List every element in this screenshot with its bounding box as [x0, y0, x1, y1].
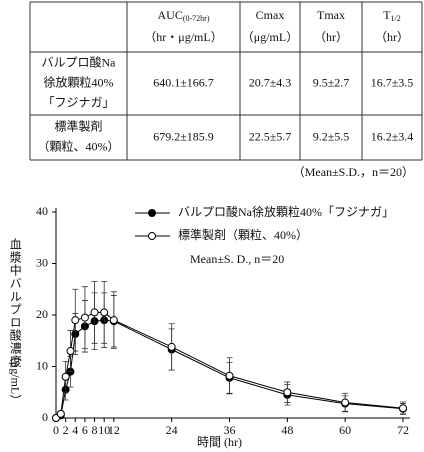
- header-unit: （hr）: [314, 30, 348, 44]
- x-tick-label: 36: [224, 423, 236, 437]
- data-point: [61, 372, 70, 381]
- data-point: [399, 404, 407, 413]
- annotation: Mean±S. D., n＝20: [190, 252, 284, 266]
- x-tick-label: 0: [53, 423, 59, 437]
- legend-marker: [148, 209, 156, 217]
- data-point: [167, 342, 176, 351]
- x-tick-label: 72: [397, 423, 409, 437]
- table-cell: 679.2±185.9: [153, 129, 214, 143]
- table-cell: 22.5±5.7: [249, 129, 292, 143]
- legend-label: バルプロ酸Na徐放顆粒40%「フジナガ」: [178, 204, 394, 219]
- y-axis-label: 血漿中バルプロ酸濃度: [8, 238, 22, 368]
- table-cell: 640.1±166.7: [153, 75, 214, 89]
- x-tick-label: 12: [108, 423, 120, 437]
- table-cell: 16.2±3.4: [371, 129, 414, 143]
- header-sub: 1/2: [391, 14, 401, 23]
- x-tick-label: 4: [72, 423, 78, 437]
- data-point: [66, 347, 75, 356]
- row-name: 標準製剤: [54, 118, 102, 133]
- header-unit: （hr）: [375, 30, 409, 44]
- data-point: [100, 308, 109, 317]
- y-tick-label: 20: [36, 307, 48, 321]
- header-cell: Cmax: [256, 8, 285, 22]
- series-line: [55, 311, 404, 419]
- x-tick-label: 6: [82, 423, 88, 437]
- header-main: Cmax: [256, 8, 285, 22]
- y-tick-label: 30: [36, 255, 48, 269]
- header-main: T: [383, 8, 391, 22]
- x-tick-label: 48: [281, 423, 293, 437]
- x-tick-label: 2: [63, 423, 69, 437]
- header-sub: (0-72hr): [183, 14, 210, 23]
- row-name: （顆粒、40%）: [38, 138, 120, 153]
- row-name: バルプロ酸Na: [42, 54, 117, 69]
- data-point: [90, 308, 99, 317]
- y-axis-unit: （μg/mL）: [8, 350, 22, 406]
- table-cell: 9.5±2.7: [313, 75, 350, 89]
- data-point: [109, 316, 118, 325]
- data-point: [283, 388, 292, 397]
- legend-marker: [148, 232, 156, 240]
- header-main: AUC: [158, 8, 183, 22]
- x-tick-label: 60: [339, 423, 351, 437]
- row-name: 徐放顆粒40%: [44, 74, 114, 89]
- x-tick-label: 10: [98, 423, 110, 437]
- y-tick-label: 10: [36, 358, 48, 372]
- y-tick-label: 40: [36, 204, 48, 218]
- header-cell: Tmax: [317, 8, 345, 22]
- header-unit: （μg/mL）: [242, 30, 298, 44]
- legend-label: 標準製剤（顆粒、40%）: [178, 227, 308, 242]
- header-main: Tmax: [317, 8, 345, 22]
- row-name: 「フジナガ」: [42, 95, 114, 109]
- table-cell: 16.7±3.5: [371, 75, 414, 89]
- data-point: [341, 398, 350, 407]
- table-cell: 20.7±4.3: [249, 75, 292, 89]
- header-unit: （hr・μg/mL）: [144, 30, 222, 44]
- data-point: [56, 409, 65, 418]
- x-tick-label: 24: [166, 423, 178, 437]
- data-point: [80, 313, 89, 322]
- x-tick-label: 8: [92, 423, 98, 437]
- header-cell: AUC(0-72hr): [158, 8, 210, 23]
- table-note: （Mean±S.D.，n＝20）: [293, 165, 414, 179]
- header-cell: T1/2: [383, 8, 401, 23]
- data-point: [225, 371, 234, 380]
- table-cell: 9.2±5.5: [313, 129, 350, 143]
- y-tick-label: 0: [42, 410, 48, 424]
- data-point: [71, 316, 80, 325]
- x-axis-label: 時間 (hr): [197, 435, 242, 449]
